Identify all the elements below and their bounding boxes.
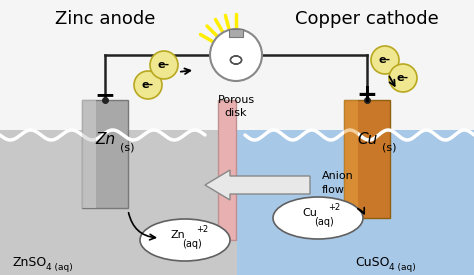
Bar	[344, 100, 390, 218]
Text: ZnSO: ZnSO	[12, 255, 46, 268]
Circle shape	[210, 29, 262, 81]
Text: (aq): (aq)	[182, 239, 202, 249]
Text: 4 (aq): 4 (aq)	[46, 263, 73, 271]
Circle shape	[150, 51, 178, 79]
Text: +2: +2	[328, 202, 340, 211]
Bar	[0, 130, 237, 275]
Text: 4 (aq): 4 (aq)	[389, 263, 416, 271]
Bar	[0, 0, 474, 135]
Text: Cu: Cu	[357, 133, 377, 147]
Text: e-: e-	[379, 55, 391, 65]
Bar	[237, 130, 474, 275]
Bar	[82, 100, 128, 208]
Text: (s): (s)	[382, 143, 396, 153]
Ellipse shape	[273, 197, 363, 239]
Circle shape	[371, 46, 399, 74]
Text: CuSO: CuSO	[355, 255, 390, 268]
Bar	[218, 100, 236, 240]
Text: e-: e-	[158, 60, 170, 70]
Bar	[229, 29, 243, 37]
Bar	[82, 100, 96, 208]
Circle shape	[134, 71, 162, 99]
Text: e-: e-	[142, 80, 154, 90]
Text: Copper cathode: Copper cathode	[295, 10, 439, 28]
Ellipse shape	[140, 219, 230, 261]
Text: (aq): (aq)	[314, 217, 334, 227]
Bar	[344, 100, 358, 218]
Circle shape	[389, 64, 417, 92]
Text: +: +	[356, 83, 377, 107]
Text: Anion
flow: Anion flow	[322, 171, 354, 195]
Text: e-: e-	[397, 73, 409, 83]
Text: Porous
disk: Porous disk	[218, 95, 255, 118]
FancyArrow shape	[205, 170, 310, 200]
Text: (s): (s)	[120, 143, 135, 153]
Text: Zn: Zn	[171, 230, 185, 240]
Text: Zinc anode: Zinc anode	[55, 10, 155, 28]
Text: +2: +2	[196, 224, 208, 233]
Text: Zn: Zn	[95, 133, 115, 147]
Text: −: −	[94, 83, 116, 107]
Text: Cu: Cu	[302, 208, 318, 218]
